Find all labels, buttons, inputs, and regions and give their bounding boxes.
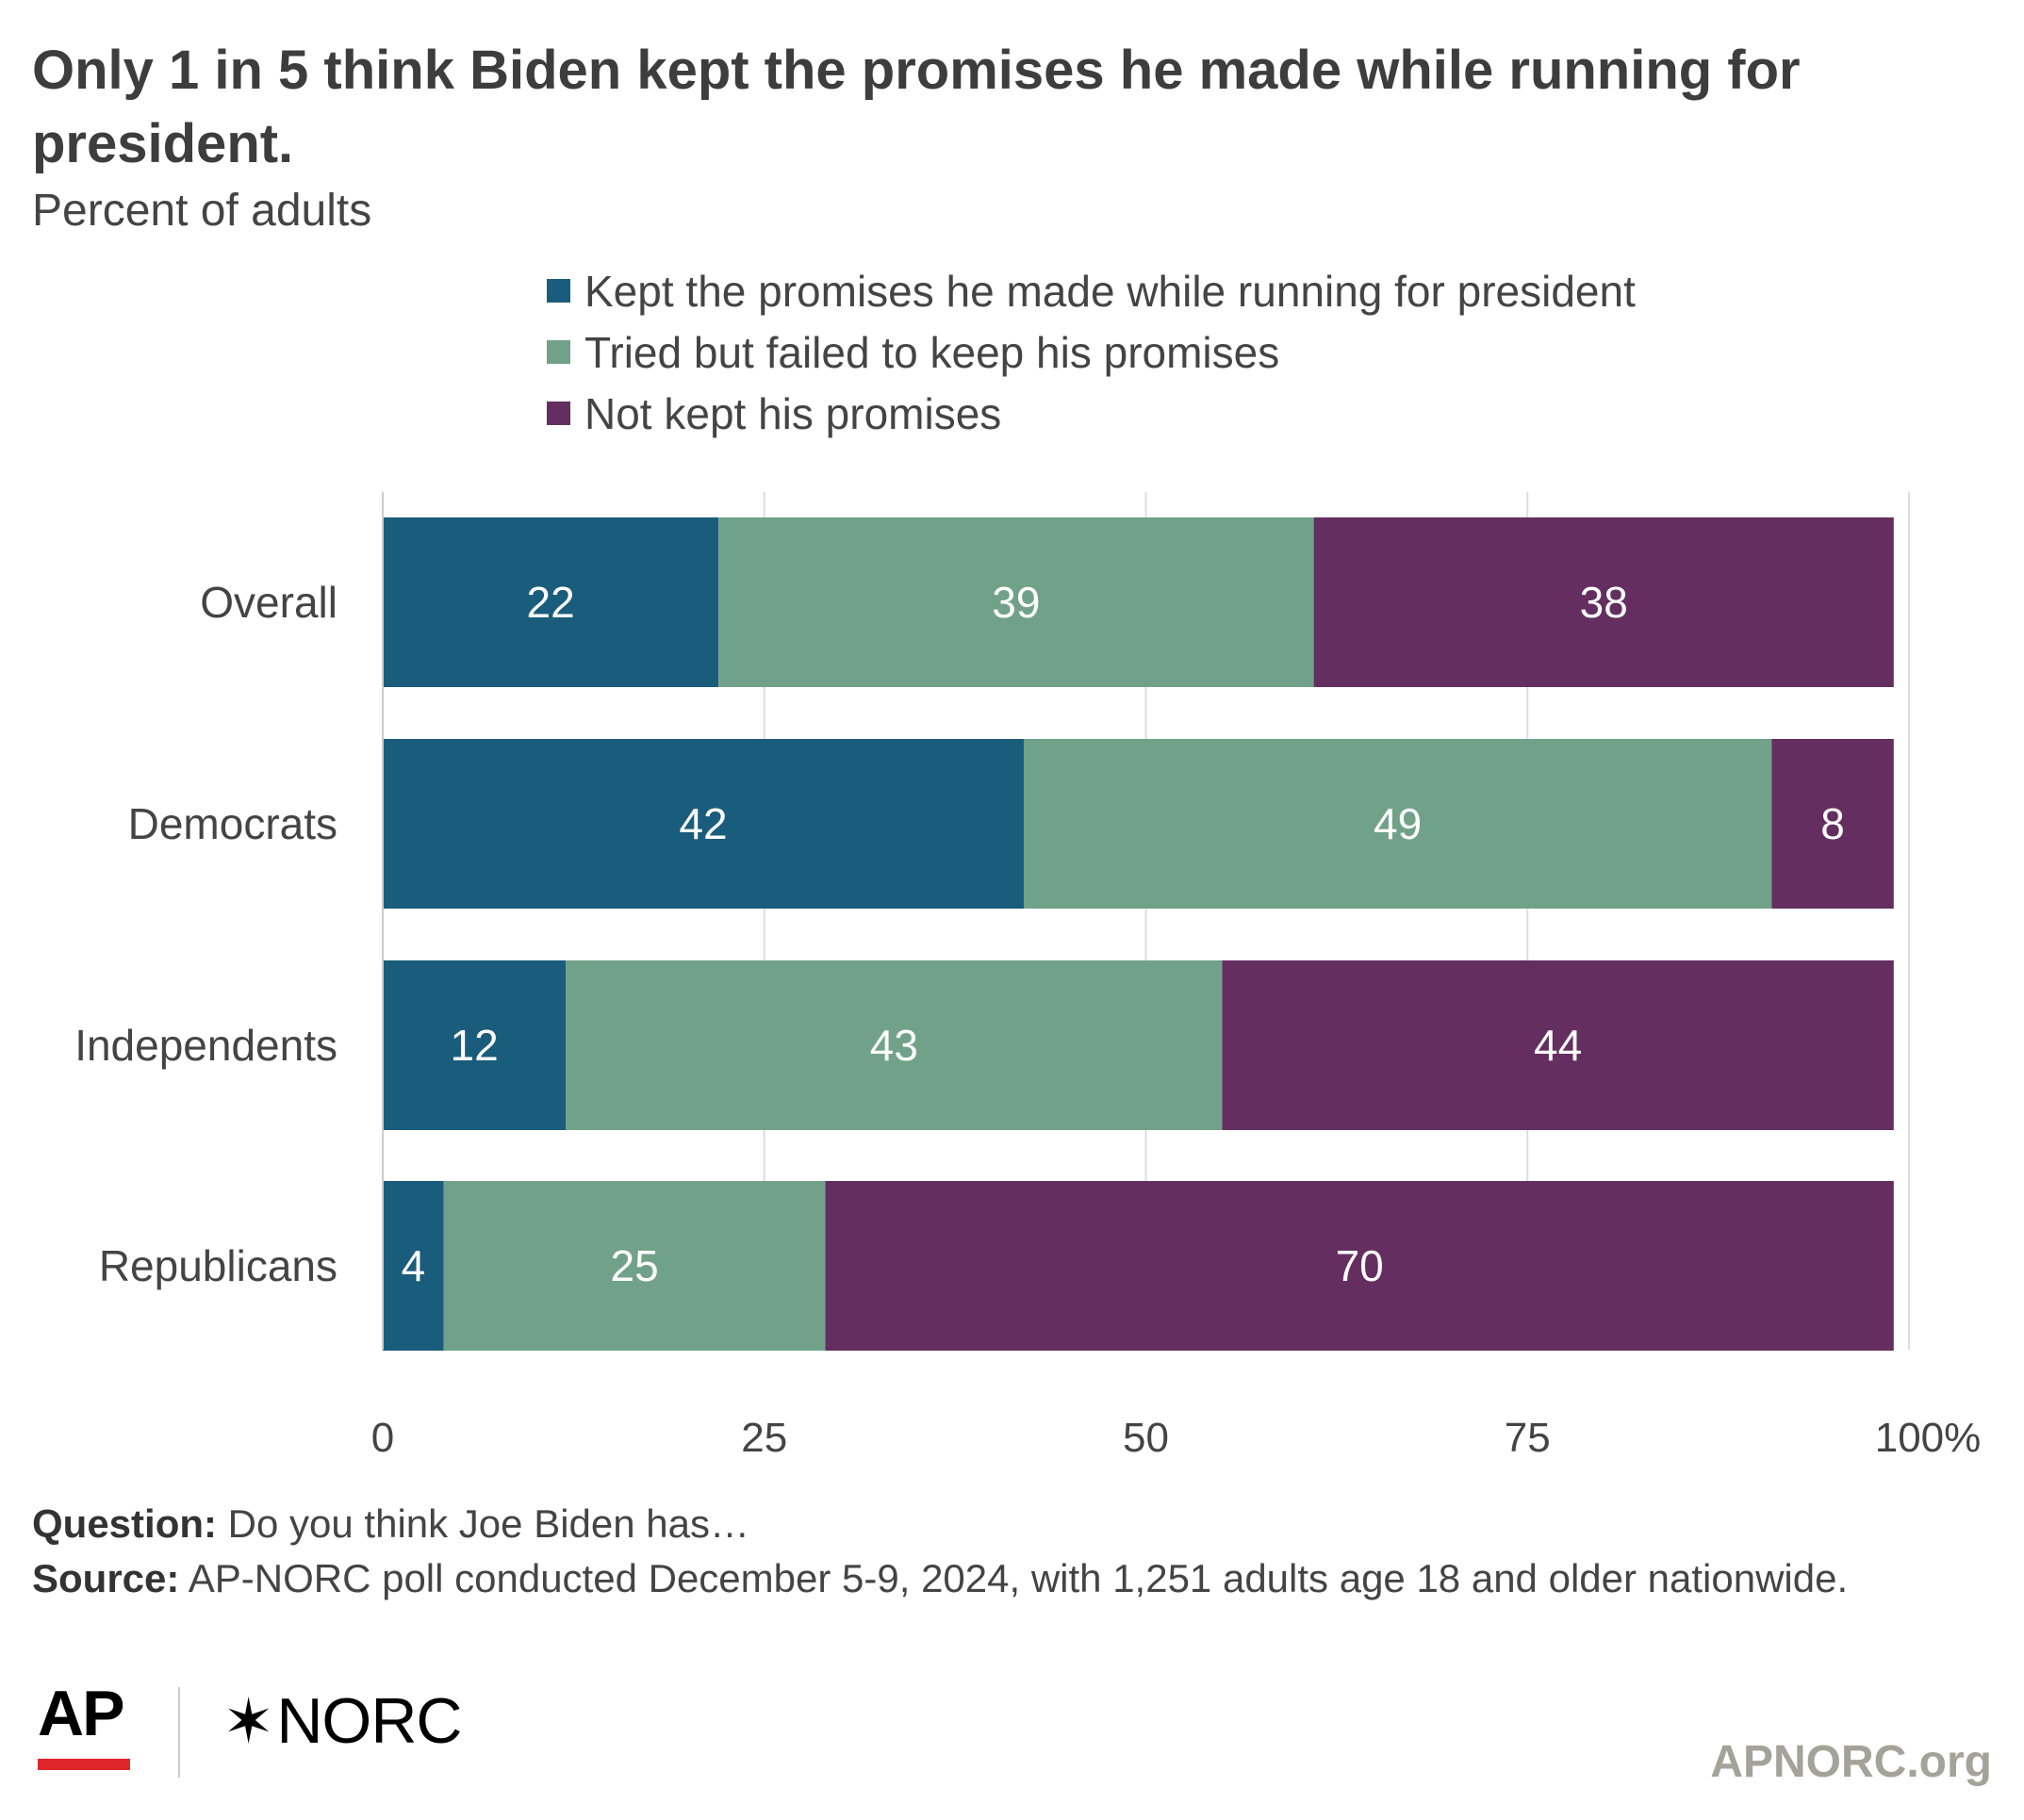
- bar-democrats-not-kept: [1771, 739, 1894, 909]
- data-label-independents-tried: 43: [870, 1021, 918, 1070]
- legend-item-tried: Tried but failed to keep his promises: [547, 321, 1636, 383]
- x-tick-label: 25: [741, 1415, 787, 1461]
- legend-item-kept: Kept the promises he made while running …: [547, 260, 1636, 321]
- legend-label-tried: Tried but failed to keep his promises: [584, 327, 1280, 377]
- source-label: Source:: [32, 1556, 180, 1600]
- source-note: Source: AP-NORC poll conducted December …: [32, 1551, 1974, 1606]
- chart-subtitle: Percent of adults: [32, 186, 372, 236]
- question-label: Question:: [32, 1501, 217, 1546]
- bar-overall-tried: [718, 517, 1314, 687]
- data-label-democrats-kept: 42: [679, 799, 727, 848]
- bar-independents-tried: [566, 960, 1223, 1130]
- legend-swatch-tried: [547, 340, 570, 364]
- site-url: APNORC.org: [1710, 1737, 1992, 1787]
- legend-label-not-kept: Not kept his promises: [584, 388, 1002, 438]
- bar-democrats-tried: [1023, 739, 1772, 909]
- bar-republicans-not-kept: [825, 1181, 1894, 1351]
- ap-logo-bar: [38, 1759, 130, 1770]
- data-label-overall-not-kept: 38: [1580, 578, 1628, 627]
- data-label-independents-not-kept: 44: [1534, 1021, 1582, 1070]
- bar-overall-kept: [383, 517, 719, 687]
- ap-logo-text: AP: [38, 1678, 124, 1749]
- chart-title: Only 1 in 5 think Biden kept the promise…: [32, 40, 1801, 174]
- x-tick-label: 75: [1505, 1415, 1551, 1461]
- norc-star-icon: ✶: [222, 1686, 275, 1756]
- bar-republicans-tried: [443, 1181, 826, 1351]
- stacked-bar-chart: 0 25 50 75 100% Overall 22 39 38 Democrats 42 49 8 In…: [74, 492, 1982, 1461]
- data-label-overall-tried: 39: [992, 578, 1040, 627]
- legend-label-kept: Kept the promises he made while running …: [584, 266, 1636, 316]
- data-label-republicans-tried: 25: [611, 1241, 659, 1290]
- x-tick-label: 100%: [1875, 1415, 1982, 1461]
- bar-independents-not-kept: [1222, 960, 1894, 1130]
- category-label-republicans: Republicans: [99, 1241, 337, 1290]
- data-label-democrats-tried: 49: [1374, 799, 1422, 848]
- data-label-overall-kept: 22: [527, 578, 575, 627]
- x-tick-label: 0: [371, 1415, 394, 1461]
- legend: Kept the promises he made while running …: [547, 260, 1636, 444]
- bar-independents-kept: [383, 960, 567, 1130]
- question-text: Do you think Joe Biden has…: [227, 1501, 749, 1546]
- ap-logo: AP: [38, 1680, 130, 1770]
- legend-item-not-kept: Not kept his promises: [547, 383, 1636, 444]
- data-label-republicans-not-kept: 70: [1336, 1241, 1384, 1290]
- category-label-overall: Overall: [200, 578, 337, 627]
- bar-republicans-kept: [383, 1181, 444, 1351]
- legend-swatch-not-kept: [547, 402, 570, 425]
- legend-swatch-kept: [547, 279, 570, 303]
- norc-logo-text: NORC: [276, 1685, 462, 1757]
- category-label-independents: Independents: [74, 1021, 337, 1070]
- chart-notes: Question: Do you think Joe Biden has… So…: [32, 1497, 1974, 1606]
- question-note: Question: Do you think Joe Biden has…: [32, 1497, 1974, 1551]
- norc-logo: ✶ NORC: [222, 1685, 463, 1757]
- bar-overall-not-kept: [1313, 517, 1894, 687]
- bar-democrats-kept: [383, 739, 1024, 909]
- category-label-democrats: Democrats: [128, 799, 337, 848]
- data-label-independents-kept: 12: [451, 1021, 499, 1070]
- data-label-republicans-kept: 4: [402, 1241, 426, 1290]
- x-tick-label: 50: [1123, 1415, 1169, 1461]
- data-label-democrats-not-kept: 8: [1820, 799, 1845, 848]
- source-text: AP-NORC poll conducted December 5-9, 202…: [188, 1556, 1849, 1600]
- logo-divider: [178, 1687, 180, 1778]
